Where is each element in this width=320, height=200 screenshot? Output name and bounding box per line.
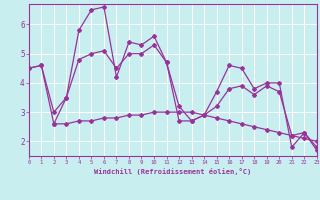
X-axis label: Windchill (Refroidissement éolien,°C): Windchill (Refroidissement éolien,°C)	[94, 168, 252, 175]
